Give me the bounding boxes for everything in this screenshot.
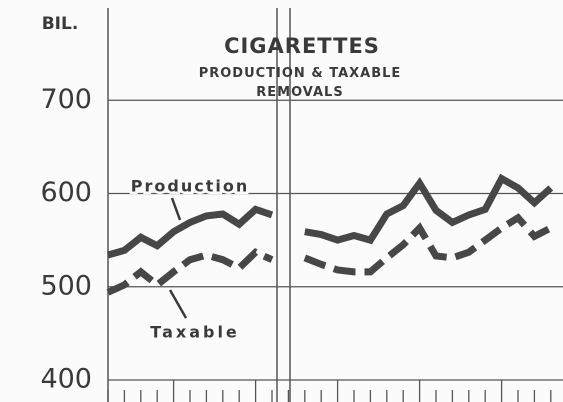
marks — [106, 173, 554, 296]
grid — [107, 99, 563, 402]
annotation: Production — [131, 177, 249, 196]
series-line — [106, 213, 553, 296]
chart-subtitle: PRODUCTION & TAXABLE REMOVALS — [198, 66, 402, 100]
annotation: Taxable — [150, 323, 240, 342]
chart-title: CIGARETTES — [224, 34, 380, 58]
y-unit-label: BIL. — [42, 14, 79, 34]
y-tick-label: 400 — [40, 364, 92, 395]
leader-line — [170, 197, 182, 221]
y-tick-label: 500 — [40, 270, 92, 301]
y-tick-label: 600 — [40, 177, 92, 208]
subtitle-box: PRODUCTION & TAXABLE REMOVALS — [198, 66, 402, 100]
series-line — [107, 173, 554, 259]
y-tick-label: 700 — [40, 84, 92, 115]
leader-line — [168, 289, 188, 319]
